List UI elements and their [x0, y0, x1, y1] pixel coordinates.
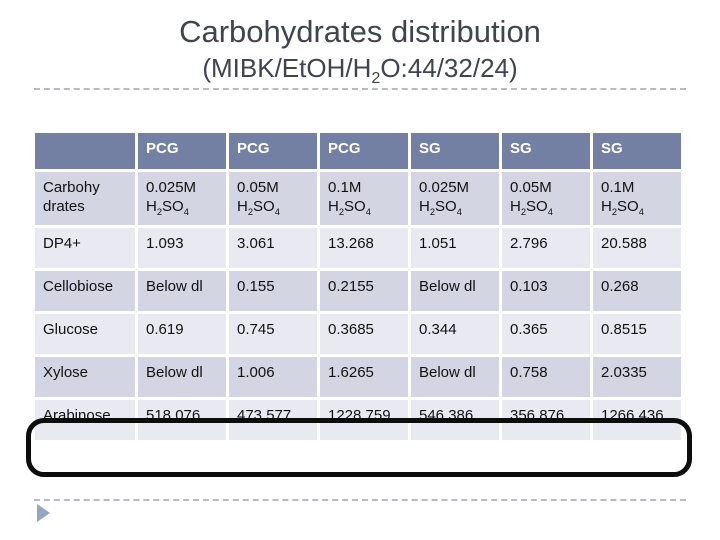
data-cell: Below dl: [411, 357, 499, 398]
table-row: Cellobiose Below dl 0.155 0.2155 Below dl 0.1…: [35, 271, 681, 312]
data-cell: 20.588: [593, 228, 681, 269]
data-cell: 0.758: [502, 357, 590, 398]
slide-title: Carbohydrates distribution: [179, 14, 541, 49]
data-cell: 546.386: [411, 400, 499, 441]
data-cell: 0.8515: [593, 314, 681, 355]
data-cell: 0.745: [229, 314, 317, 355]
row-label: Carbohy drates: [35, 172, 135, 226]
table-row: Xylose Below dl 1.006 1.6265 Below dl 0.758 2.…: [35, 357, 681, 398]
data-cell: 0.05M H2SO4: [229, 172, 317, 226]
column-header: SG: [411, 133, 499, 169]
column-header: PCG: [138, 133, 226, 169]
table-body: Carbohy drates 0.025M H2SO4 0.05M H2SO4 0.1M H2…: [35, 172, 681, 441]
data-cell: 1.6265: [320, 357, 408, 398]
row-label: Arabinose: [35, 400, 135, 441]
data-cell: 1.006: [229, 357, 317, 398]
carbohydrates-table: PCG PCG PCG SG SG SG Carbohy drates 0.025M H2SO4…: [32, 130, 684, 443]
top-divider: [34, 88, 686, 90]
data-cell: 2.0335: [593, 357, 681, 398]
table-row: Arabinose 518.076 473.577 1228.759 546.386 35…: [35, 400, 681, 441]
data-cell: 0.1M H2SO4: [593, 172, 681, 226]
data-cell: 356.876: [502, 400, 590, 441]
data-cell: 0.344: [411, 314, 499, 355]
data-cell: 1266.436: [593, 400, 681, 441]
data-cell: 13.268: [320, 228, 408, 269]
data-cell: 0.103: [502, 271, 590, 312]
data-cell: 0.1M H2SO4: [320, 172, 408, 226]
table-row: DP4+ 1.093 3.061 13.268 1.051 2.796 20.588: [35, 228, 681, 269]
data-cell: 0.025M H2SO4: [411, 172, 499, 226]
slide-subtitle: (MIBK/EtOH/H2O:44/32/24): [202, 53, 518, 88]
column-header: PCG: [229, 133, 317, 169]
data-cell: 2.796: [502, 228, 590, 269]
data-cell: Below dl: [138, 271, 226, 312]
data-cell: 0.025M H2SO4: [138, 172, 226, 226]
data-cell: 0.268: [593, 271, 681, 312]
column-header: SG: [502, 133, 590, 169]
bottom-divider: [34, 499, 686, 501]
row-label: Xylose: [35, 357, 135, 398]
corner-cell: [35, 133, 135, 169]
row-label: Glucose: [35, 314, 135, 355]
data-cell: 0.05M H2SO4: [502, 172, 590, 226]
data-cell: Below dl: [138, 357, 226, 398]
row-label: Cellobiose: [35, 271, 135, 312]
row-label: DP4+: [35, 228, 135, 269]
table-row: Glucose 0.619 0.745 0.3685 0.344 0.365 0.8515: [35, 314, 681, 355]
data-cell: 518.076: [138, 400, 226, 441]
column-header: SG: [593, 133, 681, 169]
data-cell: 1228.759: [320, 400, 408, 441]
data-cell: 0.365: [502, 314, 590, 355]
data-cell: 1.093: [138, 228, 226, 269]
data-cell: 1.051: [411, 228, 499, 269]
table-row: Carbohy drates 0.025M H2SO4 0.05M H2SO4 0.1M H2…: [35, 172, 681, 226]
slide-arrow-icon: [37, 504, 50, 522]
column-header: PCG: [320, 133, 408, 169]
table-header-row: PCG PCG PCG SG SG SG: [35, 133, 681, 169]
data-cell: 0.619: [138, 314, 226, 355]
data-cell: 3.061: [229, 228, 317, 269]
data-cell: Below dl: [411, 271, 499, 312]
data-cell: 473.577: [229, 400, 317, 441]
data-cell: 0.155: [229, 271, 317, 312]
data-cell: 0.2155: [320, 271, 408, 312]
data-cell: 0.3685: [320, 314, 408, 355]
